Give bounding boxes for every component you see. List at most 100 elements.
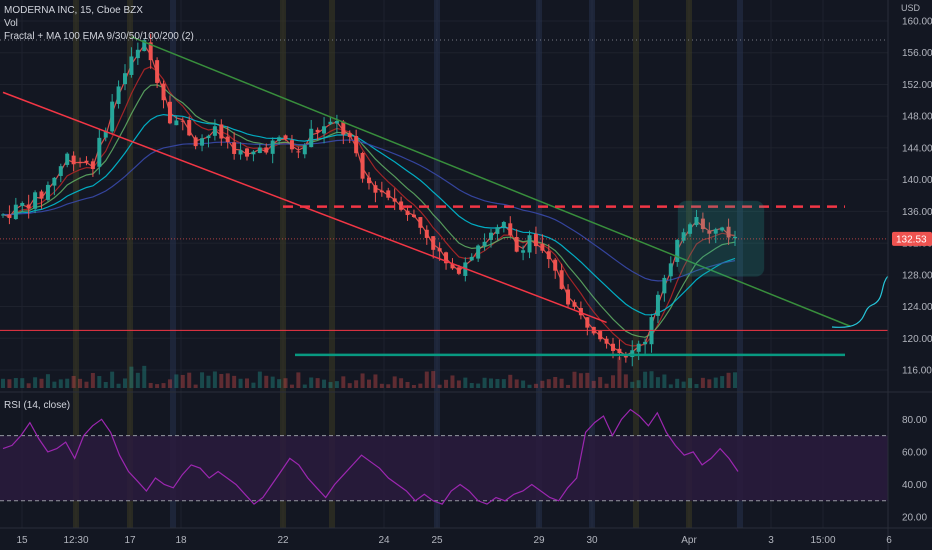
price-tick-label: 116.00 [902,366,932,377]
candle-body [58,166,63,176]
volume-bar [225,373,230,388]
volume-bar [476,383,481,388]
candle-body [726,226,731,238]
price-tick-label: 160.00 [902,17,932,28]
volume-bar [566,384,571,388]
volume-bar [399,378,404,388]
ma-line [2,66,736,347]
session-band [280,0,286,528]
volume-bar [501,379,506,388]
volume-bar [116,383,121,388]
volume-bar [334,381,339,388]
volume-bar [26,383,31,388]
price-tick-label: 124.00 [902,302,932,313]
candle-body [604,338,609,344]
volume-bar [232,375,237,388]
volume-bar [187,372,192,388]
time-tick-label: 6 [886,535,892,546]
candle-body [578,308,583,316]
candle-body [90,161,95,170]
volume-bar [270,376,275,388]
volume-bar [733,372,737,388]
candle-body [367,177,371,184]
currency-label: USD [901,3,921,13]
volume-bar [720,376,725,388]
volume-bar [405,381,410,388]
volume-bar [604,383,609,388]
candle-body [129,56,134,75]
volume-bar [238,378,243,388]
volume-bar [392,376,397,388]
indicator-label[interactable]: Fractal + MA 100 EMA 9/30/50/100/200 (2) [4,31,194,42]
volume-bar [630,381,635,388]
candle-body [424,229,429,238]
volume-bar [315,378,320,388]
time-tick-label: 24 [378,535,390,546]
volume-bar [200,372,205,388]
candle-body [617,348,622,353]
volume-bar [167,379,172,388]
candle-body [334,120,339,124]
rsi-line [2,408,739,505]
candle-body [399,201,404,210]
volume-bar [495,378,500,388]
candle-body [347,133,352,138]
candle-body [655,294,660,316]
volume-bar [78,378,83,388]
volume-bar [65,378,70,388]
candle-body [187,120,192,136]
session-band [589,0,595,528]
session-band [536,0,542,528]
candle-body [309,128,314,148]
last-price-label: 132.53 [896,234,927,245]
volume-bar [508,374,513,388]
volume-bar [598,377,603,388]
candle-body [508,223,513,236]
candle-body [662,277,667,294]
rsi-band [0,435,888,502]
time-tick-label: 29 [533,535,545,546]
volume-bar [469,382,474,388]
candle-body [251,151,256,155]
volume-bar [123,378,127,388]
time-tick-label: 15:00 [810,535,835,546]
candle-body [681,232,686,241]
volume-bar [553,376,558,388]
candle-body [180,120,185,122]
price-tick-label: 148.00 [902,112,932,123]
candle-body [296,151,301,153]
price-tick-label: 128.00 [902,270,932,281]
candle-body [257,147,262,154]
drawn-lines [0,36,889,357]
candle-body [84,160,89,163]
volume-bar [180,374,185,388]
candle-body [283,135,288,140]
volume-bar [264,375,269,388]
symbol-label[interactable]: MODERNA INC, 15, Cboe BZX [4,5,143,16]
volume-bar [463,377,468,388]
candle-body [270,140,275,154]
candle-body [174,120,179,126]
price-tick-label: 136.00 [902,207,932,218]
candle-body [123,73,127,85]
candle-body [225,136,230,142]
volume-bar [585,372,590,388]
volume-bar [129,366,134,388]
volume-bar [58,379,63,388]
volume-bars [1,357,737,388]
volume-bar [283,378,288,388]
volume-bar [379,383,384,388]
candles [1,33,737,367]
rsi-label[interactable]: RSI (14, close) [4,400,71,411]
volume-bar [135,372,140,388]
volume-label[interactable]: Vol [4,18,18,29]
volume-bar [45,374,50,388]
volume-bar [90,372,95,388]
volume-bar [212,371,217,388]
candle-body [482,241,487,246]
candle-body [232,142,237,154]
candle-body [636,343,641,352]
candle-body [700,218,705,230]
ma-line [2,139,736,282]
